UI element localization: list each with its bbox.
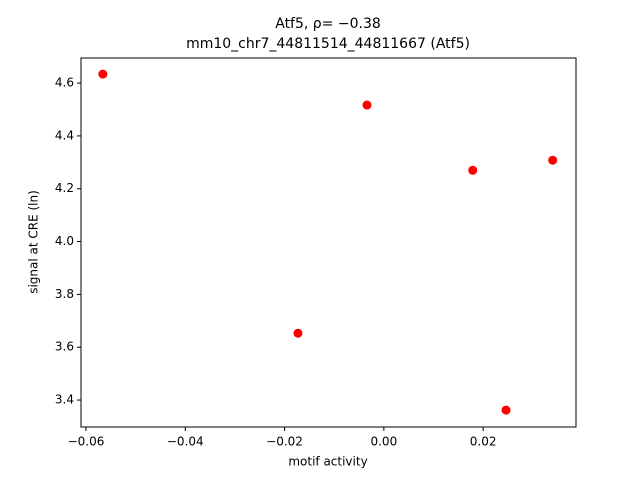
plot-frame xyxy=(80,57,577,428)
y-tick-label: 3.6 xyxy=(55,340,74,354)
x-tick-label: 0.02 xyxy=(470,435,497,449)
point xyxy=(468,165,478,175)
point xyxy=(98,69,108,79)
y-tick-label: 4.4 xyxy=(55,128,74,142)
x-tick-label: −0.06 xyxy=(68,435,105,449)
x-tick-label: −0.04 xyxy=(167,435,204,449)
y-tick-label: 3.4 xyxy=(55,393,74,407)
point xyxy=(293,328,303,338)
point xyxy=(362,100,372,110)
x-tick-label: −0.02 xyxy=(266,435,303,449)
y-tick-label: 4.6 xyxy=(55,76,74,90)
y-tick-label: 4.0 xyxy=(55,234,74,248)
x-tick-label: 0.00 xyxy=(370,435,397,449)
x-axis-label: motif activity xyxy=(288,455,367,469)
point xyxy=(501,405,511,415)
chart-subtitle: mm10_chr7_44811514_44811667 (Atf5) xyxy=(186,36,470,52)
point xyxy=(548,155,558,165)
y-axis-label: signal at CRE (ln) xyxy=(27,190,41,294)
y-tick-label: 3.8 xyxy=(55,287,74,301)
y-tick-label: 4.2 xyxy=(55,181,74,195)
chart-title: Atf5, ρ= −0.38 xyxy=(275,16,381,32)
